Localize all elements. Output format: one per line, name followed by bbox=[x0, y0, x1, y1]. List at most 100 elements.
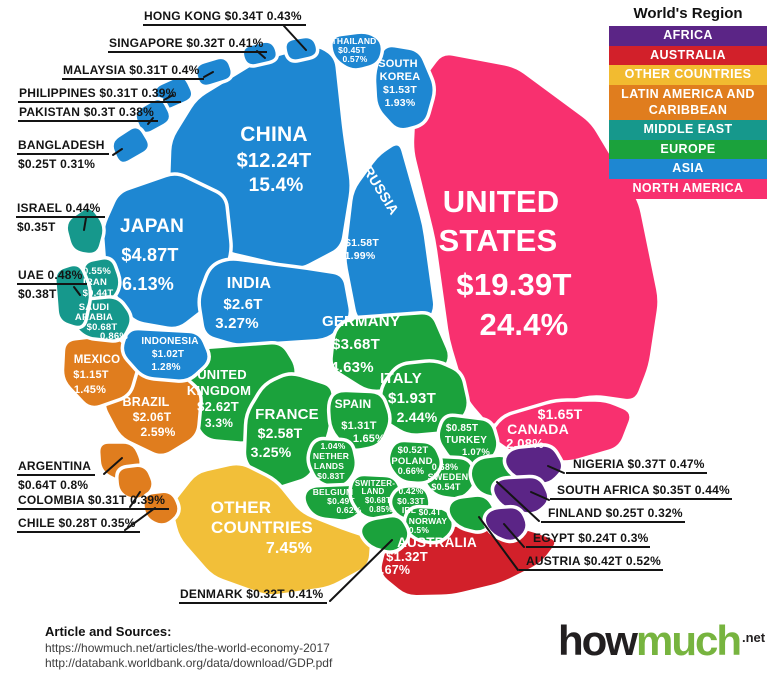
cell-label-canada-line2: CANADA bbox=[507, 421, 569, 437]
cell-label-thailand-line3: 0.57% bbox=[342, 54, 367, 64]
callout-austria-line1: AUSTRIA $0.42T 0.52% bbox=[519, 554, 663, 571]
cell-denmark bbox=[358, 513, 411, 554]
cell-label-indonesia-line2: $1.02T bbox=[152, 349, 184, 360]
cell-label-united-kingdom-line2: KINGDOM bbox=[187, 383, 251, 398]
cell-label-germany-line2: $3.68T bbox=[332, 336, 380, 353]
logo-much: much bbox=[635, 617, 742, 664]
callout-connector-line bbox=[163, 94, 174, 101]
cell-label-united-states-line1: UNITED bbox=[443, 184, 560, 219]
legend-item-north-america: NORTH AMERICA bbox=[609, 179, 767, 199]
cell-label-united-kingdom-line4: 3.3% bbox=[205, 416, 233, 430]
cell-label-spain-line2: $1.31T bbox=[341, 420, 377, 432]
cell-label-russia-line2: $1.58T bbox=[345, 237, 379, 249]
cell-label-thailand-line2: $0.45T bbox=[338, 45, 366, 55]
cell-label-iran-line1: 0.55% bbox=[83, 266, 111, 277]
cell-label-germany-line3: 4.63% bbox=[330, 359, 374, 376]
cell-label-mexico-line2: $1.15T bbox=[73, 369, 109, 381]
cell-label-united-kingdom-line3: $2.62T bbox=[197, 399, 239, 414]
legend-item-australia: AUSTRALIA bbox=[609, 45, 767, 66]
callout-singapore-line1: SINGAPORE $0.32T 0.41% bbox=[108, 36, 268, 53]
cell-label-saudi-arabia-line1: SAUDI bbox=[79, 302, 110, 313]
cell-egypt bbox=[482, 504, 529, 544]
callout-philippines: PHILIPPINES $0.31T 0.39% bbox=[18, 86, 181, 103]
callout-denmark: DENMARK $0.32T 0.41% bbox=[179, 587, 328, 604]
cell-label-poland-line1: $0.52T bbox=[398, 445, 429, 456]
cell-label-sweden-line1: 0.68% bbox=[432, 462, 459, 472]
cell-israel bbox=[64, 205, 106, 257]
cell-label-belgium-line1: BELGIUM bbox=[313, 487, 354, 497]
cell-label-china-line2: $12.24T bbox=[237, 150, 312, 172]
legend: World's Region AFRICA AUSTRALIA OTHER COUN… bbox=[609, 5, 767, 199]
callout-hong-kong-line1: HONG KONG $0.34T 0.43% bbox=[143, 9, 306, 26]
callout-connector-line bbox=[124, 507, 156, 531]
cell-label-italy-line2: $1.93T bbox=[388, 390, 436, 407]
callout-malaysia-line1: MALAYSIA $0.31T 0.4% bbox=[62, 63, 204, 80]
cell-bangladesh bbox=[110, 124, 152, 166]
cell-label-france-line3: 3.25% bbox=[251, 444, 292, 460]
cell-label-sweden-line2: SWEDEN bbox=[428, 472, 469, 482]
cell-label-norway-line2: NORWAY bbox=[409, 516, 448, 526]
callout-israel: ISRAEL 0.44% $0.35T bbox=[16, 201, 105, 234]
callout-connector-line bbox=[203, 71, 214, 78]
cell-label-australia-line3: 1.67% bbox=[374, 563, 410, 577]
callout-connector-line bbox=[283, 25, 307, 51]
callout-bangladesh: BANGLADESH $0.25T 0.31% bbox=[17, 138, 109, 171]
callout-connector-line bbox=[129, 491, 141, 508]
callout-connector-line bbox=[103, 457, 123, 475]
callout-austria: AUSTRIA $0.42T 0.52% bbox=[519, 554, 663, 571]
callout-uae-line1: UAE 0.48% bbox=[17, 268, 87, 285]
cell-label-thailand-line1: THAILAND bbox=[331, 36, 376, 46]
callout-bangladesh-line2: $0.25T 0.31% bbox=[18, 157, 96, 171]
cell-label-belgium-line2: $0.49T bbox=[327, 496, 355, 506]
cell-label-brazil-line1: BRAZIL bbox=[122, 395, 169, 409]
cell-label-mexico-line1: MEXICO bbox=[74, 354, 121, 366]
cell-label-japan-line1: JAPAN bbox=[120, 216, 184, 237]
callout-finland-line1: FINLAND $0.25T 0.32% bbox=[541, 506, 685, 523]
cell-label-poland-line2: POLAND bbox=[391, 456, 432, 467]
callout-connector-line bbox=[496, 481, 540, 522]
callout-israel-line1: ISRAEL 0.44% bbox=[16, 201, 105, 218]
cell-label-south-korea-line3: $1.53T bbox=[383, 84, 417, 96]
callout-south-africa: SOUTH AFRICA $0.35T 0.44% bbox=[550, 483, 732, 500]
sources-block: Article and Sources: https://howmuch.net… bbox=[45, 624, 332, 671]
cell-label-indonesia-line3: 1.28% bbox=[151, 362, 180, 373]
legend-item-africa: AFRICA bbox=[609, 26, 767, 46]
callout-connector-line bbox=[329, 539, 393, 602]
callout-connector-line bbox=[478, 516, 519, 571]
legend-item-middle-east: MIDDLE EAST bbox=[609, 120, 767, 140]
cell-label-south-korea-line2: KOREA bbox=[380, 71, 421, 83]
callout-colombia-line1: COLOMBIA $0.31T 0.39% bbox=[17, 493, 170, 510]
cell-label-united-states-line2: STATES bbox=[439, 223, 558, 258]
cell-label-ireland-line3: IRL bbox=[402, 505, 416, 515]
cell-label-russia-line3: 1.99% bbox=[345, 250, 376, 262]
callout-israel-line2: $0.35T bbox=[17, 220, 56, 234]
cell-label-switzerland-line3: $0.68T bbox=[365, 496, 391, 505]
callout-argentina-line1: ARGENTINA bbox=[17, 459, 96, 476]
logo-how: how bbox=[558, 617, 638, 664]
callout-finland: FINLAND $0.25T 0.32% bbox=[541, 506, 685, 523]
cell-label-switzerland-line1: SWITZER- bbox=[355, 479, 395, 488]
cell-label-italy-line1: ITALY bbox=[380, 370, 422, 387]
legend-item-other-countries: OTHER COUNTRIES bbox=[609, 65, 767, 85]
cell-label-other-countries-line3: 7.45% bbox=[266, 540, 312, 557]
howmuch-logo: how much .net bbox=[558, 620, 765, 662]
cell-india bbox=[197, 257, 353, 348]
source-url-2: http://databank.worldbank.org/data/downl… bbox=[45, 656, 333, 670]
cell-label-ireland-line2: $0.33T bbox=[397, 496, 425, 506]
cell-label-indonesia-line1: INDONESIA bbox=[141, 336, 198, 347]
cell-label-ireland-line1: 0.42% bbox=[398, 486, 423, 496]
callout-connector-line bbox=[83, 217, 87, 231]
cell-label-brazil-line3: 2.59% bbox=[140, 425, 175, 439]
callout-egypt-line1: EGYPT $0.24T 0.3% bbox=[526, 531, 651, 548]
callout-connector-line bbox=[503, 523, 525, 548]
callout-uae: UAE 0.48% $0.38T bbox=[17, 268, 87, 301]
logo-net-suffix: .net bbox=[742, 630, 766, 645]
cell-label-norway-line1: $0.4T bbox=[419, 507, 442, 517]
cell-label-netherlands-line1: 1.04% bbox=[320, 441, 345, 451]
cell-label-netherlands-line3: LANDS bbox=[314, 461, 344, 471]
cell-label-norway-line3: 0.5% bbox=[409, 525, 429, 535]
callout-colombia: COLOMBIA $0.31T 0.39% bbox=[17, 493, 170, 510]
callout-argentina-line2: $0.64T 0.8% bbox=[18, 478, 89, 492]
callout-singapore: SINGAPORE $0.32T 0.41% bbox=[108, 36, 268, 53]
cell-label-china-line3: 15.4% bbox=[249, 175, 304, 196]
